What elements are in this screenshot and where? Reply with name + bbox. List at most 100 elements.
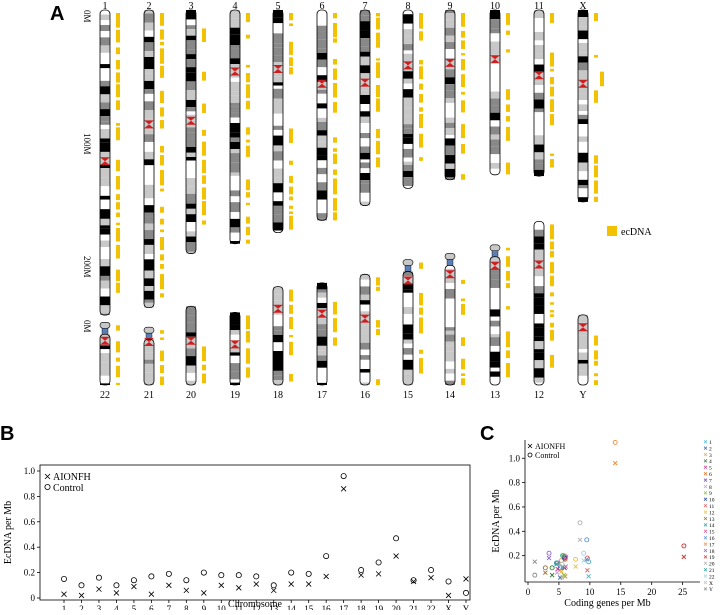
chromosome-band xyxy=(534,24,544,32)
chromosome-legend-marker xyxy=(703,516,708,521)
ecdna-segment xyxy=(289,57,293,67)
ecdna-segment xyxy=(246,330,250,343)
chromosome-outline xyxy=(577,9,589,203)
ecdna-segment xyxy=(550,86,554,97)
chromosome-band xyxy=(100,383,110,385)
chromosome-band xyxy=(403,143,413,149)
chromosome-label: 12 xyxy=(534,390,544,401)
chromosome-band xyxy=(317,292,327,298)
chromosome-band xyxy=(490,316,500,321)
chromosome-band xyxy=(230,190,240,197)
chromosome-22: 22 xyxy=(99,321,120,401)
chromosome-band xyxy=(445,380,455,385)
point-control xyxy=(235,572,242,579)
point-aionfh xyxy=(573,564,578,569)
chromosome-legend-marker xyxy=(703,555,708,559)
chromosome-outline xyxy=(489,9,501,176)
chromosome-band xyxy=(403,50,413,54)
chromosome-band xyxy=(230,232,240,242)
chromosome-outline xyxy=(185,305,197,386)
satellite xyxy=(444,253,456,260)
chromosome-band xyxy=(100,375,110,384)
chromosome-band xyxy=(317,89,327,94)
chromosome-band xyxy=(534,305,544,314)
legend-marker-o xyxy=(44,483,51,490)
centromere xyxy=(534,260,544,265)
ecdna-segment xyxy=(333,23,337,38)
ecdna-segment xyxy=(550,76,554,85)
chromosome-band xyxy=(317,204,327,209)
chromosome-band xyxy=(100,353,110,363)
point-aionfh xyxy=(253,581,260,587)
chromosome-band xyxy=(273,320,283,327)
chromosome-band xyxy=(578,17,588,27)
ecdna-segment xyxy=(550,354,554,368)
point-control xyxy=(428,567,435,574)
chromosome-band xyxy=(230,18,240,28)
chromosome-band xyxy=(360,15,370,22)
ecdna-segment xyxy=(160,218,164,225)
chromosome-band xyxy=(144,263,154,271)
chromosome-band xyxy=(273,10,283,18)
chromosome-band xyxy=(273,365,283,371)
x-tick-label: 25 xyxy=(678,587,688,597)
chromosome-band xyxy=(578,124,588,129)
ecdna-segment xyxy=(160,376,164,385)
chromosome-band xyxy=(445,377,455,381)
chromosome-band xyxy=(578,42,588,53)
scale-label: 100M xyxy=(82,133,92,155)
chromosome-band xyxy=(144,290,154,300)
chromosome-band xyxy=(578,100,588,105)
chromosome-band xyxy=(273,113,283,121)
chromosome-band xyxy=(230,212,240,219)
point-control xyxy=(358,567,365,574)
chromosome-band xyxy=(490,146,500,155)
chromosome-band xyxy=(490,351,500,362)
chromosome-band xyxy=(317,39,327,49)
chromosome-band xyxy=(490,300,500,310)
chromosome-band xyxy=(534,53,544,60)
chromosome-band xyxy=(186,59,196,68)
ecdna-segment xyxy=(289,175,293,183)
scale-label: 0M xyxy=(82,10,92,23)
chromosome-band xyxy=(534,286,544,294)
ecdna-segment xyxy=(550,13,554,24)
centromere xyxy=(186,340,196,345)
panel-letter-b: B xyxy=(0,423,14,445)
chromosome-band xyxy=(317,147,327,156)
ecdna-segment xyxy=(289,334,293,338)
chromosome-band xyxy=(100,86,110,95)
ecdna-segment xyxy=(461,144,465,154)
ecdna-segment xyxy=(550,275,554,287)
chromosome-band xyxy=(360,180,370,184)
chromosome-band xyxy=(273,177,283,184)
chromosome-legend-label: 1 xyxy=(709,440,712,446)
ecdna-segment xyxy=(160,206,164,213)
point-control xyxy=(577,520,583,526)
point-aionfh xyxy=(78,592,85,599)
chromosome-band xyxy=(273,330,283,335)
ecdna-segment xyxy=(289,41,293,55)
ecdna-segment xyxy=(160,330,164,334)
centromere xyxy=(360,318,370,323)
chromosome-band xyxy=(273,82,283,86)
chromosome-band xyxy=(144,110,154,119)
ecdna-segment xyxy=(333,68,337,80)
chromosome-band xyxy=(360,162,370,169)
chromosome-band xyxy=(273,380,283,385)
chromosome-band xyxy=(578,70,588,80)
chromosome-band xyxy=(144,10,154,14)
chromosome-legend-label: X xyxy=(709,581,713,587)
chromosome-band xyxy=(100,52,110,56)
chromosome-band xyxy=(273,43,283,48)
x-tick-label: 5 xyxy=(557,587,562,597)
x-tick-label: 14 xyxy=(287,604,297,610)
chromosome-band xyxy=(360,65,370,74)
centromere xyxy=(317,309,327,314)
x-tick-label: 10 xyxy=(585,587,595,597)
chromosome-band xyxy=(317,297,327,303)
chromosome-band xyxy=(403,314,413,322)
chromosome-band xyxy=(100,37,110,46)
chromosome-band xyxy=(186,231,196,237)
